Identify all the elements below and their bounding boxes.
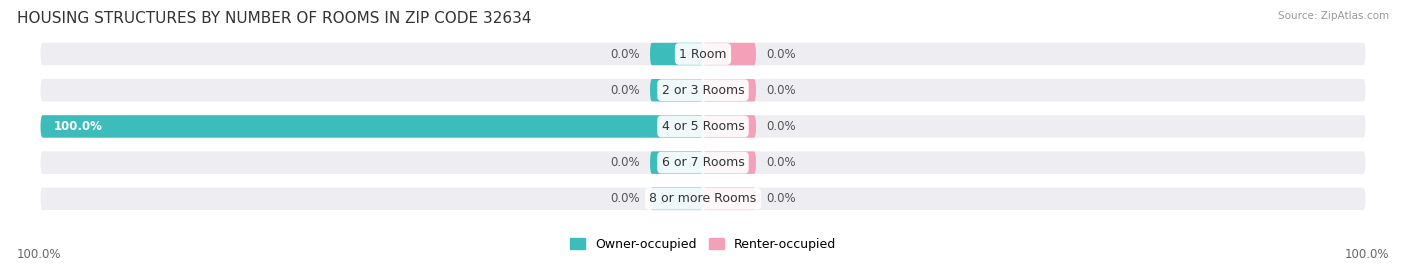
Text: 0.0%: 0.0%: [610, 156, 640, 169]
Text: 8 or more Rooms: 8 or more Rooms: [650, 192, 756, 205]
FancyBboxPatch shape: [650, 188, 703, 210]
FancyBboxPatch shape: [703, 188, 756, 210]
Text: 0.0%: 0.0%: [766, 48, 796, 61]
FancyBboxPatch shape: [650, 79, 703, 101]
Text: 0.0%: 0.0%: [766, 84, 796, 97]
FancyBboxPatch shape: [703, 43, 756, 65]
FancyBboxPatch shape: [41, 115, 703, 138]
FancyBboxPatch shape: [41, 151, 1365, 174]
FancyBboxPatch shape: [41, 79, 1365, 101]
FancyBboxPatch shape: [650, 43, 703, 65]
Text: 100.0%: 100.0%: [17, 248, 62, 261]
Text: 2 or 3 Rooms: 2 or 3 Rooms: [662, 84, 744, 97]
Text: 0.0%: 0.0%: [610, 48, 640, 61]
Legend: Owner-occupied, Renter-occupied: Owner-occupied, Renter-occupied: [565, 233, 841, 256]
Text: 100.0%: 100.0%: [1344, 248, 1389, 261]
Text: 0.0%: 0.0%: [610, 84, 640, 97]
FancyBboxPatch shape: [703, 151, 756, 174]
Text: 1 Room: 1 Room: [679, 48, 727, 61]
Text: Source: ZipAtlas.com: Source: ZipAtlas.com: [1278, 11, 1389, 21]
Text: HOUSING STRUCTURES BY NUMBER OF ROOMS IN ZIP CODE 32634: HOUSING STRUCTURES BY NUMBER OF ROOMS IN…: [17, 11, 531, 26]
Text: 0.0%: 0.0%: [610, 192, 640, 205]
Text: 0.0%: 0.0%: [766, 156, 796, 169]
Text: 0.0%: 0.0%: [766, 192, 796, 205]
FancyBboxPatch shape: [650, 151, 703, 174]
FancyBboxPatch shape: [703, 115, 756, 138]
Text: 100.0%: 100.0%: [53, 120, 103, 133]
Text: 6 or 7 Rooms: 6 or 7 Rooms: [662, 156, 744, 169]
Text: 4 or 5 Rooms: 4 or 5 Rooms: [662, 120, 744, 133]
FancyBboxPatch shape: [41, 188, 1365, 210]
Text: 0.0%: 0.0%: [766, 120, 796, 133]
FancyBboxPatch shape: [703, 79, 756, 101]
FancyBboxPatch shape: [41, 115, 1365, 138]
FancyBboxPatch shape: [41, 43, 1365, 65]
